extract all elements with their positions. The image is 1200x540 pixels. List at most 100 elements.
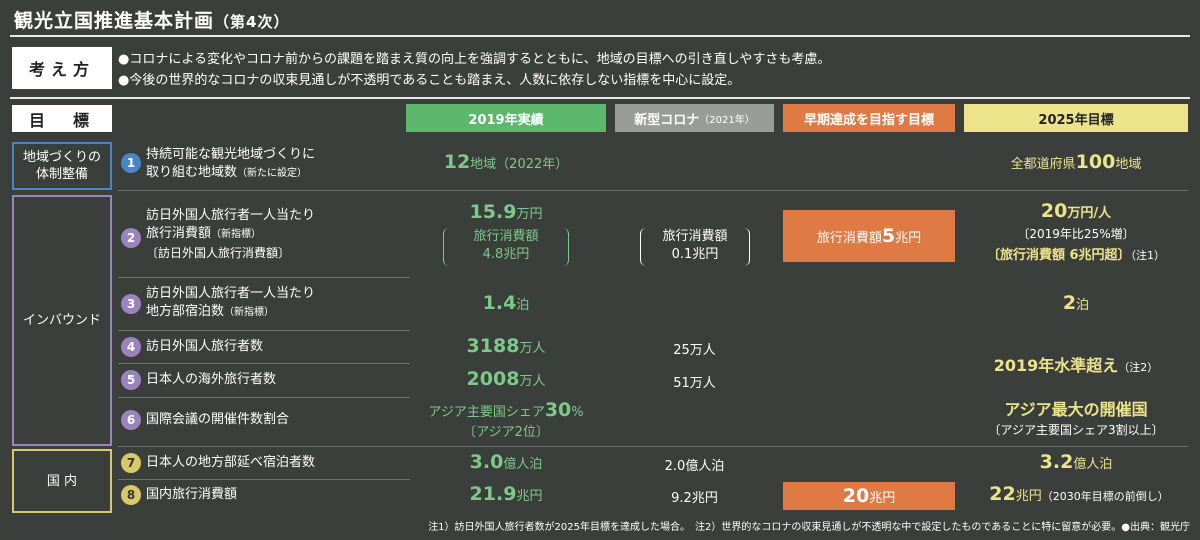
row-4-2019-number: 3188 bbox=[466, 335, 520, 357]
row-1-label-line2: 取り組む地域数 bbox=[146, 165, 238, 180]
row-1-label-note: （新たに設定） bbox=[237, 168, 308, 179]
row-8-2025-number: 22 bbox=[989, 483, 1016, 505]
title-suffix: （第4次） bbox=[214, 13, 290, 31]
row-4-5-2025-text: 2019年水準超え bbox=[993, 356, 1119, 375]
row-8-2025-target: 22兆円（2030年目標の前倒し） bbox=[964, 483, 1194, 505]
row-2-2019-sub: 旅行消費額 4.8兆円 bbox=[443, 228, 569, 266]
row-2-2025-sub2: 〔旅行消費額 6兆円超〕 bbox=[986, 248, 1131, 263]
category-kokunai-label: 国 内 bbox=[46, 473, 78, 489]
row-3-2025-target: 2泊 bbox=[964, 292, 1188, 314]
row-6-2019-value: アジア主要国シェア30% 〔アジア2位〕 bbox=[406, 400, 606, 443]
row-6-label: 国際会議の開催件数割合 bbox=[146, 412, 290, 427]
row-4-corona-value: 25万人 bbox=[673, 343, 716, 358]
row-3-2025-unit: 泊 bbox=[1076, 298, 1090, 313]
row-separator bbox=[118, 446, 1188, 447]
row-number-6: 6 bbox=[121, 410, 141, 430]
row-2-corona-sub2: 0.1兆円 bbox=[671, 247, 719, 262]
row-separator bbox=[118, 363, 410, 364]
row-7-2019-unit: 億人泊 bbox=[503, 457, 543, 472]
row-2-2025-target: 20万円/人 〔2019年比25%増〕 〔旅行消費額 6兆円超〕（注1） bbox=[964, 201, 1188, 266]
row-1-2019-number: 12 bbox=[443, 151, 471, 173]
row-7-label: 日本人の地方部延べ宿泊者数 bbox=[146, 455, 316, 470]
row-number-4: 4 bbox=[121, 337, 141, 357]
policy-line-1: ●コロナによる変化やコロナ前からの課題を踏まえ質の向上を強調するとともに、地域の… bbox=[118, 52, 831, 67]
row-1-label-line1: 持続可能な観光地域づくりに bbox=[146, 147, 316, 162]
row-2-corona-value: 旅行消費額 0.1兆円 bbox=[640, 228, 750, 266]
row-4-label: 訪日外国人旅行者数 bbox=[146, 339, 264, 354]
policy-line-2: ●今後の世界的なコロナの収束見通しが不透明であることも踏まえ、人数に依存しない指… bbox=[118, 73, 741, 88]
row-8-label: 国内旅行消費額 bbox=[146, 487, 238, 502]
row-2-early-number: 5 bbox=[881, 225, 896, 247]
row-8-corona-value: 9.2兆円 bbox=[671, 491, 718, 506]
row-8-2019-value: 21.9兆円 bbox=[406, 483, 606, 505]
row-separator bbox=[118, 479, 410, 480]
row-2-corona-sub1: 旅行消費額 bbox=[662, 229, 728, 244]
row-6-2019-prefix: アジア主要国シェア bbox=[428, 405, 545, 420]
row-2-label-note: （新指標） bbox=[211, 229, 262, 240]
title-divider bbox=[10, 35, 1190, 37]
row-2-early-prefix: 旅行消費額 bbox=[816, 230, 882, 246]
row-separator bbox=[118, 277, 410, 278]
row-7-2025-unit: 億人泊 bbox=[1073, 457, 1113, 472]
row-2-2019-sub1: 旅行消費額 bbox=[473, 229, 539, 244]
category-inbound-label: インバウンド bbox=[22, 313, 101, 328]
row-8-2025-note: （2030年目標の前倒し） bbox=[1041, 490, 1169, 503]
row-5-2019-unit: 万人 bbox=[519, 374, 546, 389]
page-title: 観光立国推進基本計画（第4次） bbox=[14, 6, 289, 33]
row-2-2019-sub2: 4.8兆円 bbox=[482, 247, 530, 262]
row-1-2019-unit: 地域（2022年） bbox=[470, 157, 569, 172]
row-3-2019-number: 1.4 bbox=[482, 292, 517, 314]
row-separator bbox=[118, 330, 410, 331]
row-6-2019-sub: 〔アジア2位〕 bbox=[463, 425, 549, 440]
row-4-2019-unit: 万人 bbox=[519, 341, 546, 356]
title-main: 観光立国推進基本計画 bbox=[14, 10, 215, 32]
row-6-2025-target: アジア最大の開催国 〔アジア主要国シェア3割以上〕 bbox=[964, 400, 1188, 440]
row-5-2019-value: 2008万人 bbox=[406, 368, 606, 390]
row-2-2025-sub1: 〔2019年比25%増〕 bbox=[1017, 227, 1135, 241]
row-1-2019-value: 12地域（2022年） bbox=[406, 151, 606, 173]
header-corona: 新型コロナ （2021年） bbox=[615, 104, 774, 132]
row-number-1: 1 bbox=[121, 153, 141, 173]
header-early-goal: 早期達成を目指す目標 bbox=[783, 104, 955, 132]
row-6-2025-main: アジア最大の開催国 bbox=[1004, 400, 1148, 419]
row-8-early-unit: 兆円 bbox=[869, 490, 896, 506]
row-4-2019-value: 3188万人 bbox=[406, 335, 606, 357]
row-3-label-note: （新指標） bbox=[224, 307, 275, 318]
row-1-2025-prefix: 全都道府県 bbox=[1010, 157, 1076, 172]
row-1-2025-number: 100 bbox=[1075, 151, 1116, 173]
row-8-early-number: 20 bbox=[842, 485, 870, 507]
row-3-label-line1: 訪日外国人旅行者一人当たり bbox=[146, 286, 316, 301]
row-8-2025-unit: 兆円 bbox=[1015, 489, 1042, 504]
row-2-early-unit: 兆円 bbox=[895, 230, 922, 246]
row-6-2025-sub: 〔アジア主要国シェア3割以上〕 bbox=[988, 423, 1164, 437]
header-2025-target: 2025年目標 bbox=[964, 104, 1188, 132]
row-2-2019-unit: 万円 bbox=[516, 207, 543, 222]
row-3-2019-unit: 泊 bbox=[516, 298, 530, 313]
row-8-2019-number: 21.9 bbox=[469, 483, 517, 505]
row-4-5-2025-note: （注2） bbox=[1118, 361, 1159, 374]
category-chiiki-line1: 地域づくりの bbox=[22, 150, 101, 165]
category-kokunai: 国 内 bbox=[12, 449, 112, 513]
row-7-corona-value: 2.0億人泊 bbox=[664, 459, 725, 474]
row-7-2019-number: 3.0 bbox=[469, 451, 504, 473]
header-corona-year: （2021年） bbox=[699, 114, 755, 126]
row-2-label: 訪日外国人旅行者一人当たり 旅行消費額（新指標） 〔訪日外国人旅行消費額〕 bbox=[146, 207, 315, 262]
row-number-5: 5 bbox=[121, 370, 141, 390]
row-8-early-goal: 20 兆円 bbox=[783, 482, 955, 510]
row-5-2019-number: 2008 bbox=[466, 368, 520, 390]
row-3-2019-value: 1.4泊 bbox=[406, 292, 606, 314]
row-2-label-line1: 訪日外国人旅行者一人当たり bbox=[146, 208, 316, 223]
row-number-7: 7 bbox=[121, 453, 141, 473]
row-5-corona-value: 51万人 bbox=[673, 376, 716, 391]
row-8-2019-unit: 兆円 bbox=[516, 489, 543, 504]
row-number-2: 2 bbox=[121, 228, 141, 248]
row-3-2025-number: 2 bbox=[1062, 292, 1077, 314]
row-2-early-goal: 旅行消費額 5 兆円 bbox=[783, 210, 955, 262]
policy-divider bbox=[10, 97, 1190, 99]
row-separator bbox=[118, 397, 410, 398]
row-3-label-line2: 地方部宿泊数 bbox=[146, 304, 225, 319]
category-chiiki: 地域づくりの 体制整備 bbox=[12, 142, 112, 190]
row-7-2025-target: 3.2億人泊 bbox=[964, 451, 1188, 473]
row-2-2019-number: 15.9 bbox=[469, 201, 517, 223]
goals-label: 目 標 bbox=[12, 105, 112, 132]
